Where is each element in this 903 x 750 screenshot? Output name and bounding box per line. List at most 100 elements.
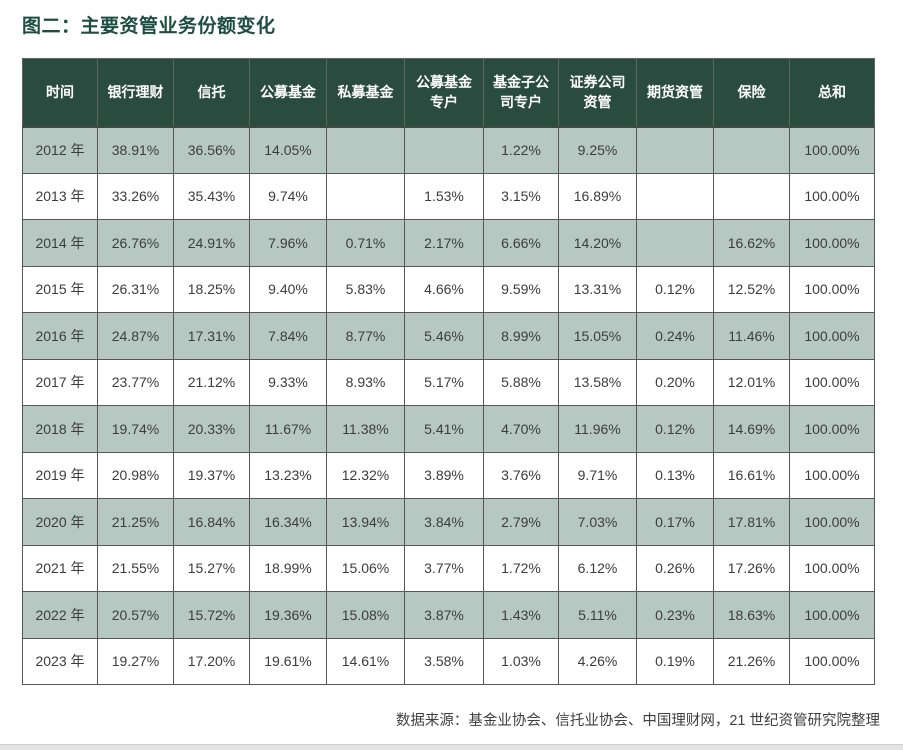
value-cell: 1.03% bbox=[483, 637, 559, 685]
value-cell: 3.87% bbox=[404, 591, 484, 639]
value-cell: 23.77% bbox=[97, 358, 174, 406]
value-cell: 3.77% bbox=[404, 544, 484, 592]
value-cell: 9.25% bbox=[558, 126, 637, 174]
table-row: 2016 年 24.87% 17.31% 7.84% 8.77% 5.46% 8.99% 15… bbox=[22, 312, 875, 360]
value-cell: 0.12% bbox=[636, 265, 714, 313]
value-cell: 100.00% bbox=[789, 544, 875, 592]
value-cell: 20.98% bbox=[97, 451, 174, 499]
value-cell: 17.81% bbox=[713, 498, 790, 546]
value-cell: 19.37% bbox=[173, 451, 250, 499]
value-cell: 5.41% bbox=[404, 405, 484, 453]
value-cell: 16.61% bbox=[713, 451, 790, 499]
value-cell: 19.36% bbox=[249, 591, 327, 639]
value-cell: 15.05% bbox=[558, 312, 637, 360]
table-row: 2023 年 19.27% 17.20% 19.61% 14.61% 3.58% 1.03%… bbox=[22, 637, 875, 685]
figure-title: 图二：主要资管业务份额变化 bbox=[22, 16, 276, 37]
column-header: 公募基金 bbox=[249, 58, 327, 128]
value-cell bbox=[326, 172, 405, 220]
value-cell: 100.00% bbox=[789, 637, 875, 685]
header-row: 时间 银行理财 信托 公募基金 私募基金 公募基金专户 基金子公司专户 证券公司资管 期货资管保… bbox=[22, 58, 875, 128]
value-cell: 100.00% bbox=[789, 312, 875, 360]
value-cell: 3.15% bbox=[483, 172, 559, 220]
value-cell: 4.26% bbox=[558, 637, 637, 685]
value-cell: 9.71% bbox=[558, 451, 637, 499]
value-cell: 12.32% bbox=[326, 451, 405, 499]
value-cell: 100.00% bbox=[789, 172, 875, 220]
value-cell: 19.27% bbox=[97, 637, 174, 685]
value-cell: 15.27% bbox=[173, 544, 250, 592]
value-cell: 1.53% bbox=[404, 172, 484, 220]
value-cell: 11.67% bbox=[249, 405, 327, 453]
table-row: 2021 年 21.55% 15.27% 18.99% 15.06% 3.77% 1.72%… bbox=[22, 544, 875, 592]
value-cell: 5.88% bbox=[483, 358, 559, 406]
value-cell bbox=[713, 172, 790, 220]
value-cell: 5.17% bbox=[404, 358, 484, 406]
value-cell: 15.08% bbox=[326, 591, 405, 639]
value-cell: 14.69% bbox=[713, 405, 790, 453]
value-cell: 19.61% bbox=[249, 637, 327, 685]
value-cell: 7.96% bbox=[249, 219, 327, 267]
value-cell bbox=[713, 126, 790, 174]
value-cell: 9.74% bbox=[249, 172, 327, 220]
value-cell: 35.43% bbox=[173, 172, 250, 220]
value-cell: 3.84% bbox=[404, 498, 484, 546]
value-cell bbox=[636, 219, 714, 267]
table-row: 2015 年 26.31% 18.25% 9.40% 5.83% 4.66% 9.59% 13… bbox=[22, 265, 875, 313]
value-cell: 16.34% bbox=[249, 498, 327, 546]
value-cell: 4.66% bbox=[404, 265, 484, 313]
value-cell: 13.58% bbox=[558, 358, 637, 406]
value-cell: 13.23% bbox=[249, 451, 327, 499]
value-cell: 4.70% bbox=[483, 405, 559, 453]
value-cell: 8.99% bbox=[483, 312, 559, 360]
value-cell: 15.72% bbox=[173, 591, 250, 639]
value-cell bbox=[326, 126, 405, 174]
value-cell: 0.17% bbox=[636, 498, 714, 546]
value-cell: 17.26% bbox=[713, 544, 790, 592]
table-row: 2013 年 33.26% 35.43% 9.74% 1.53% 3.15% 16.89% 1… bbox=[22, 172, 875, 220]
column-header: 私募基金 bbox=[326, 58, 405, 128]
value-cell: 2.17% bbox=[404, 219, 484, 267]
value-cell: 11.96% bbox=[558, 405, 637, 453]
value-cell: 3.89% bbox=[404, 451, 484, 499]
year-cell: 2012 年 bbox=[22, 126, 98, 174]
value-cell: 100.00% bbox=[789, 451, 875, 499]
value-cell: 100.00% bbox=[789, 498, 875, 546]
value-cell: 11.38% bbox=[326, 405, 405, 453]
value-cell: 13.31% bbox=[558, 265, 637, 313]
data-source-note: 数据来源：基金业协会、信托业协会、中国理财网，21 世纪资管研究院整理 bbox=[395, 713, 880, 729]
value-cell: 9.40% bbox=[249, 265, 327, 313]
column-header: 保险 bbox=[713, 58, 790, 128]
column-header: 基金子公司专户 bbox=[483, 58, 559, 128]
value-cell: 14.61% bbox=[326, 637, 405, 685]
value-cell: 6.66% bbox=[483, 219, 559, 267]
value-cell: 5.83% bbox=[326, 265, 405, 313]
table-row: 2020 年 21.25% 16.84% 16.34% 13.94% 3.84% 2.79%… bbox=[22, 498, 875, 546]
value-cell: 7.03% bbox=[558, 498, 637, 546]
value-cell: 12.01% bbox=[713, 358, 790, 406]
table-row: 2012 年 38.91% 36.56% 14.05% 1.22% 9.25% 100.00… bbox=[22, 126, 875, 174]
table-body: 2012 年 38.91% 36.56% 14.05% 1.22% 9.25% 100.00… bbox=[22, 126, 875, 685]
column-header: 银行理财 bbox=[97, 58, 174, 128]
value-cell: 21.12% bbox=[173, 358, 250, 406]
value-cell: 38.91% bbox=[97, 126, 174, 174]
value-cell: 8.77% bbox=[326, 312, 405, 360]
value-cell: 1.72% bbox=[483, 544, 559, 592]
value-cell: 0.26% bbox=[636, 544, 714, 592]
value-cell: 21.26% bbox=[713, 637, 790, 685]
value-cell: 9.59% bbox=[483, 265, 559, 313]
value-cell bbox=[636, 172, 714, 220]
value-cell: 0.20% bbox=[636, 358, 714, 406]
value-cell: 18.63% bbox=[713, 591, 790, 639]
value-cell: 17.20% bbox=[173, 637, 250, 685]
year-cell: 2016 年 bbox=[22, 312, 98, 360]
table-row: 2019 年 20.98% 19.37% 13.23% 12.32% 3.89% 3.76%… bbox=[22, 451, 875, 499]
value-cell: 36.56% bbox=[173, 126, 250, 174]
value-cell: 17.31% bbox=[173, 312, 250, 360]
year-cell: 2020 年 bbox=[22, 498, 98, 546]
table-row: 2018 年 19.74% 20.33% 11.67% 11.38% 5.41% 4.70%… bbox=[22, 405, 875, 453]
year-cell: 2021 年 bbox=[22, 544, 98, 592]
year-cell: 2023 年 bbox=[22, 637, 98, 685]
value-cell: 0.19% bbox=[636, 637, 714, 685]
value-cell bbox=[404, 126, 484, 174]
value-cell: 100.00% bbox=[789, 265, 875, 313]
